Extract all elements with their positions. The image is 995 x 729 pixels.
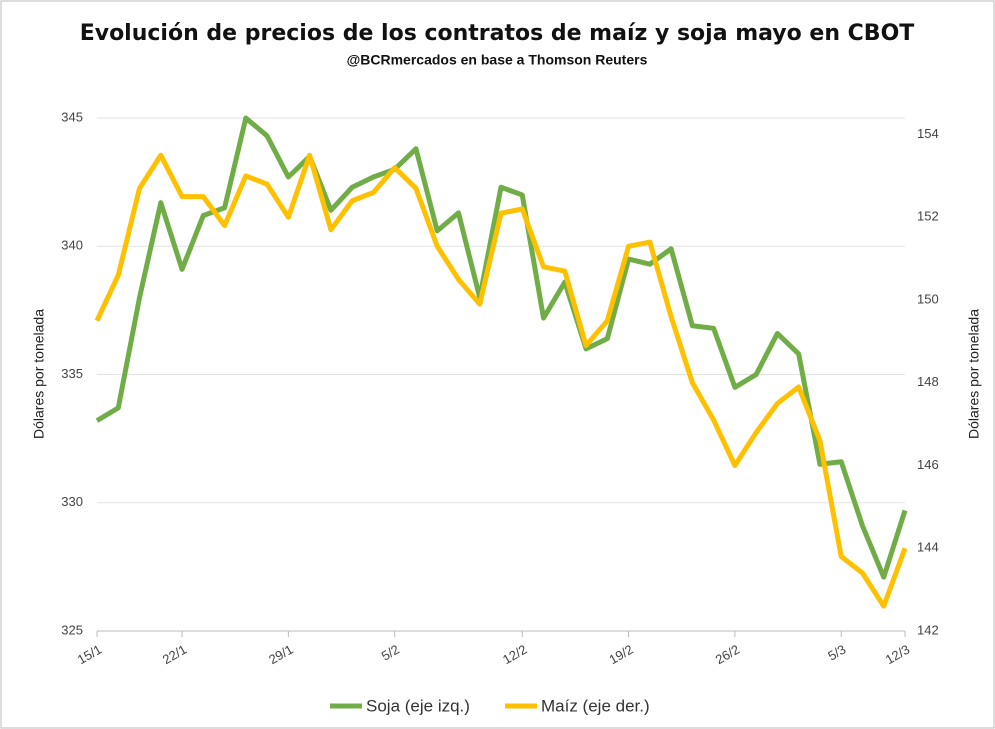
y2-tick-label: 142 bbox=[917, 622, 939, 637]
legend-label: Soja (eje izq.) bbox=[366, 696, 470, 715]
y-tick-label: 335 bbox=[61, 366, 83, 381]
y2-tick-label: 152 bbox=[917, 209, 939, 224]
y-tick-label: 330 bbox=[61, 494, 83, 509]
y2-tick-label: 144 bbox=[917, 540, 939, 555]
y-tick-label: 340 bbox=[61, 238, 83, 253]
y2-tick-label: 146 bbox=[917, 457, 939, 472]
series-line bbox=[94, 152, 908, 609]
legend-label: Maíz (eje der.) bbox=[541, 696, 650, 715]
chart-title: Evolución de precios de los contratos de… bbox=[80, 21, 915, 46]
y2-tick-label: 148 bbox=[917, 374, 939, 389]
y2-tick-label: 150 bbox=[917, 291, 939, 306]
series-line bbox=[95, 115, 908, 580]
y-tick-label: 325 bbox=[61, 622, 83, 637]
chart-subtitle: @BCRmercados en base a Thomson Reuters bbox=[347, 52, 648, 68]
y2-axis-title: Dólares por tonelada bbox=[966, 309, 982, 439]
y-tick-label: 345 bbox=[61, 109, 83, 124]
y-axis-title: Dólares por tonelada bbox=[31, 309, 47, 439]
y2-tick-label: 154 bbox=[917, 126, 939, 141]
